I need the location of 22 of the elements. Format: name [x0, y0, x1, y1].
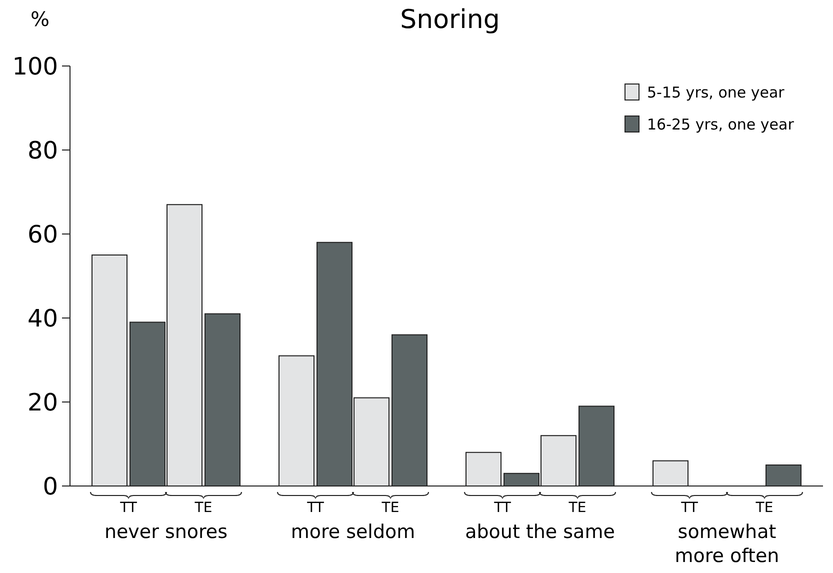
- x-tick-label: TT: [680, 500, 698, 516]
- legend-label: 5-15 yrs, one year: [647, 83, 786, 102]
- legend-label: 16-25 yrs, one year: [647, 115, 795, 134]
- y-tick-label: 40: [27, 304, 58, 332]
- chart-title: Snoring: [400, 5, 500, 35]
- x-tick-label: TE: [568, 500, 586, 516]
- text: somewhat more often: [674, 521, 780, 567]
- x-tick-label: TE: [754, 500, 774, 516]
- y-tick-label: 0: [42, 472, 58, 500]
- text: never snores: [104, 521, 228, 543]
- x-tick-label: TT: [306, 500, 324, 516]
- y-tick-label: 60: [27, 220, 58, 248]
- text: more seldom: [290, 521, 416, 543]
- y-tick-label: 80: [27, 136, 58, 164]
- y-axis-title: %: [30, 7, 50, 31]
- x-tick-label: TT: [493, 500, 512, 516]
- y-tick-label: 100: [12, 52, 58, 80]
- y-tick-label: 20: [27, 388, 58, 416]
- x-tick-label: TT: [119, 500, 138, 516]
- x-tick-label: TE: [380, 500, 400, 516]
- text: about the same: [465, 521, 615, 543]
- x-tick-label: TE: [194, 500, 212, 516]
